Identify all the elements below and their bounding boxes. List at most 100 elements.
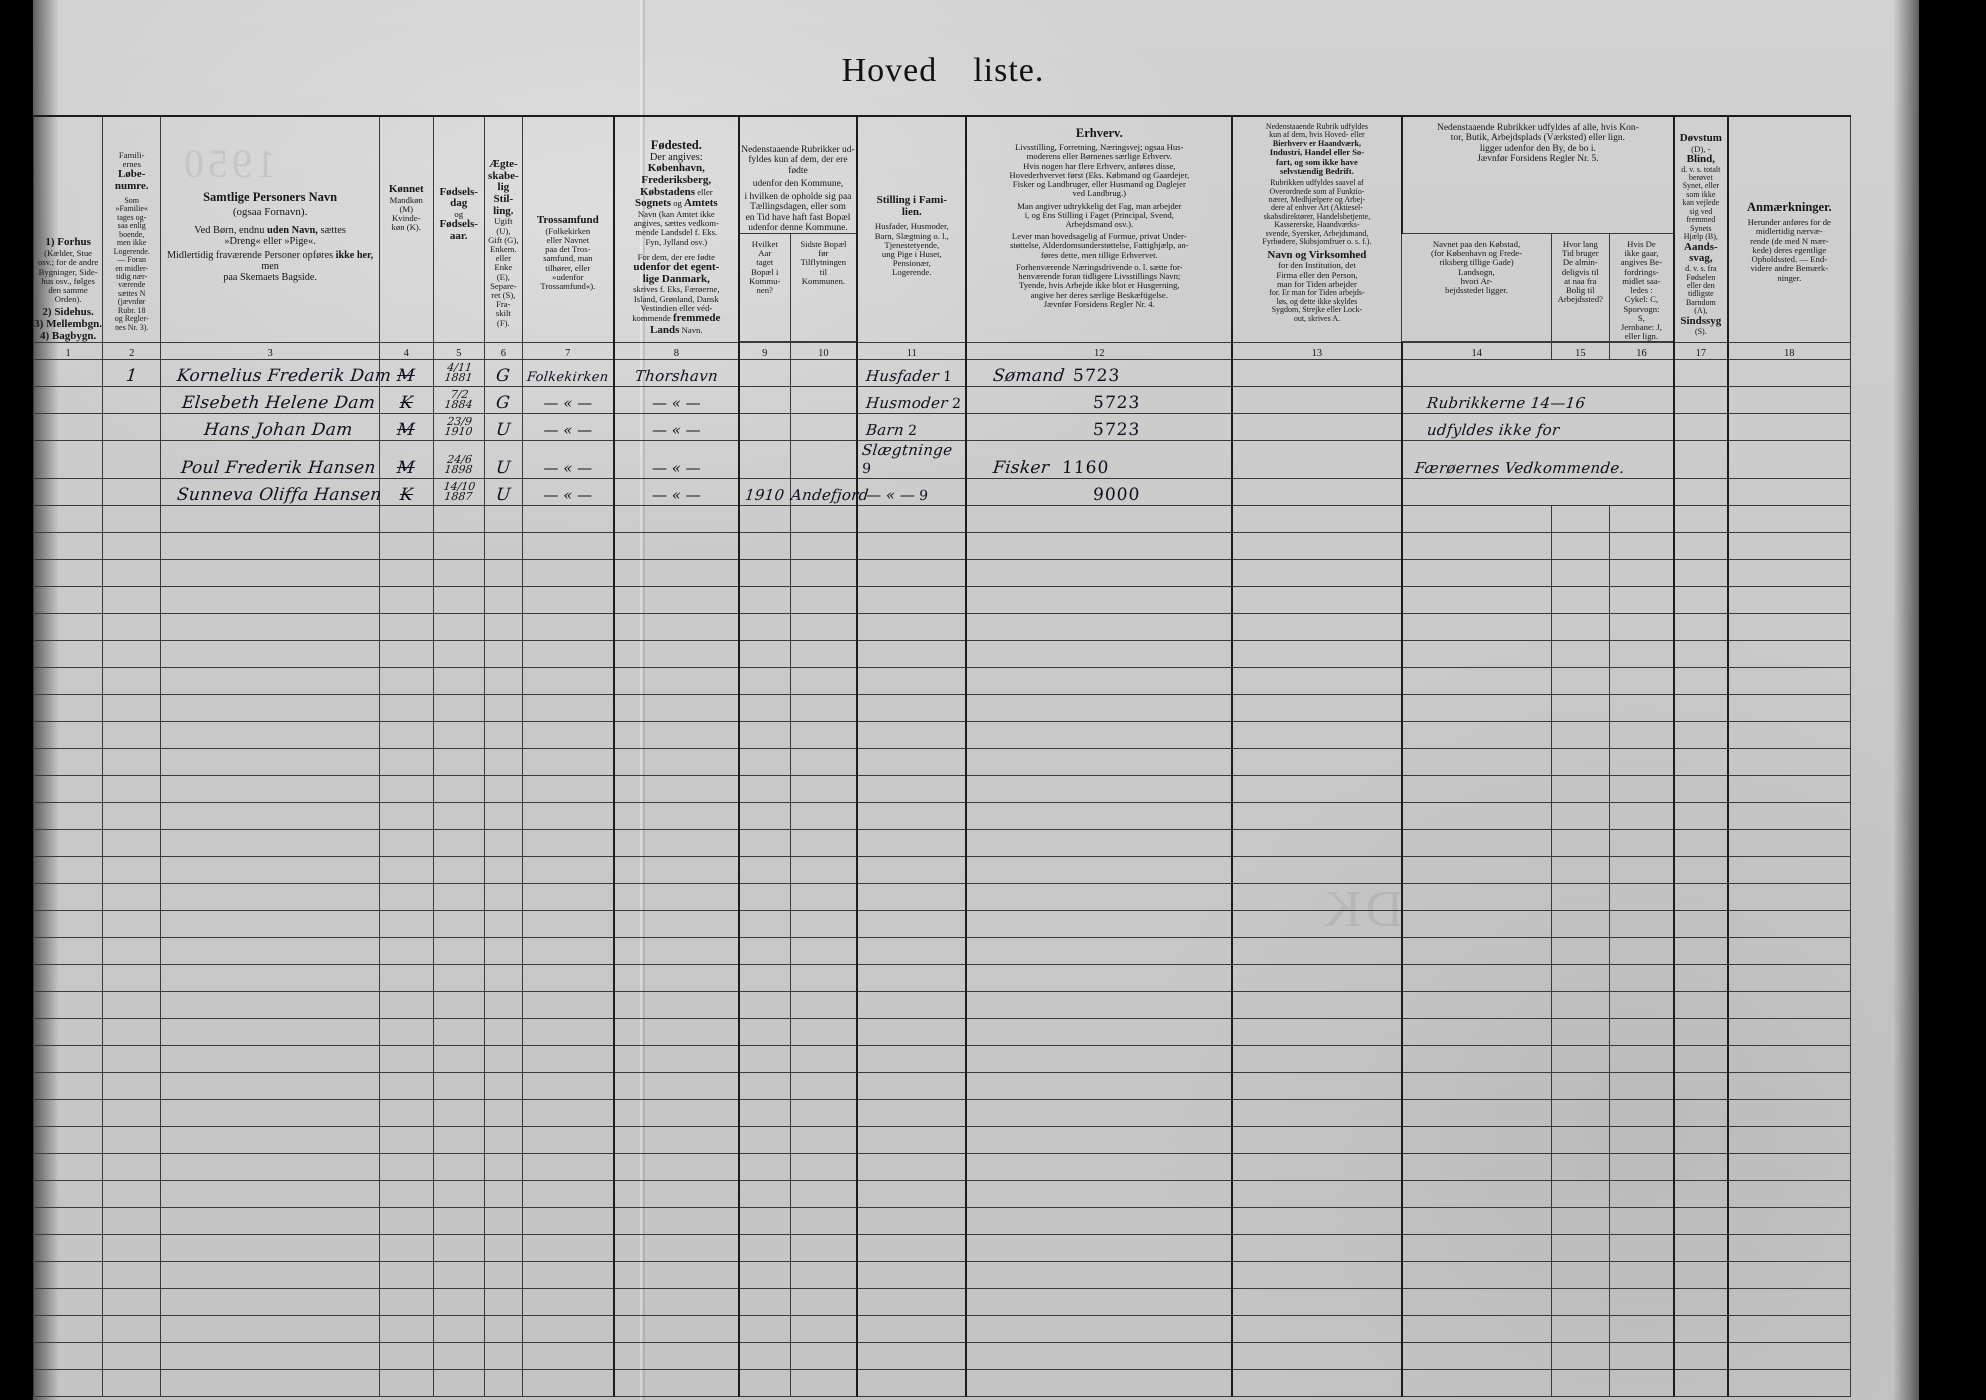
cell-empty[interactable] [856, 1369, 967, 1398]
cell-empty[interactable] [789, 505, 858, 534]
cell-empty[interactable] [1608, 883, 1675, 912]
cell-empty[interactable] [378, 883, 434, 912]
cell-empty[interactable] [1726, 1369, 1851, 1398]
cell-empty[interactable] [738, 1234, 791, 1263]
cell-empty[interactable] [789, 856, 858, 885]
cell-empty[interactable] [102, 1018, 162, 1047]
cell-empty[interactable] [1550, 1234, 1610, 1263]
cell-empty[interactable] [789, 1234, 858, 1263]
table-row-empty[interactable] [32, 964, 1851, 993]
cell-empty[interactable] [856, 1126, 967, 1155]
cell-empty[interactable] [1673, 532, 1729, 561]
cell-empty[interactable] [378, 1180, 434, 1209]
cell-empty[interactable] [1608, 694, 1675, 723]
cell-empty[interactable] [378, 1072, 434, 1101]
cell-empty[interactable] [856, 1153, 967, 1182]
table-row-empty[interactable] [32, 775, 1851, 804]
cell-empty[interactable] [483, 694, 523, 723]
cell-empty[interactable] [432, 748, 485, 777]
cell-empty[interactable] [965, 640, 1233, 669]
cell-empty[interactable] [1726, 775, 1851, 804]
cell-empty[interactable] [856, 802, 967, 831]
cell-empty[interactable] [1726, 1153, 1851, 1182]
cell-empty[interactable] [1550, 559, 1610, 588]
cell-empty[interactable] [1673, 1018, 1729, 1047]
table-row-empty[interactable] [32, 1180, 1851, 1209]
cell-empty[interactable] [483, 1180, 523, 1209]
table-row-empty[interactable] [32, 1045, 1851, 1074]
table-row-empty[interactable] [32, 613, 1851, 642]
cell-empty[interactable] [965, 748, 1233, 777]
cell-empty[interactable] [378, 586, 434, 615]
cell-empty[interactable] [32, 586, 104, 615]
cell-employer[interactable] [1231, 359, 1403, 388]
cell-empty[interactable] [483, 1099, 523, 1128]
cell-empty[interactable] [1673, 1342, 1729, 1371]
cell-last-residence[interactable] [789, 386, 858, 415]
cell-empty[interactable] [1726, 1126, 1851, 1155]
cell-empty[interactable] [612, 937, 740, 966]
cell-empty[interactable] [1400, 505, 1552, 534]
cell-empty[interactable] [1231, 1180, 1403, 1209]
cell-empty[interactable] [1231, 991, 1403, 1020]
cell-empty[interactable] [856, 937, 967, 966]
cell-empty[interactable] [378, 559, 434, 588]
table-row-empty[interactable] [32, 883, 1851, 912]
cell-empty[interactable] [612, 802, 740, 831]
cell-empty[interactable] [1726, 802, 1851, 831]
cell-empty[interactable] [1726, 667, 1851, 696]
cell-empty[interactable] [1550, 1261, 1610, 1290]
cell-empty[interactable] [1400, 1126, 1552, 1155]
cell-empty[interactable] [1400, 1072, 1552, 1101]
cell-empty[interactable] [1673, 1180, 1729, 1209]
cell-empty[interactable] [856, 1234, 967, 1263]
cell-empty[interactable] [102, 1369, 162, 1398]
cell-empty[interactable] [432, 505, 485, 534]
cell-empty[interactable] [32, 937, 104, 966]
cell-empty[interactable] [856, 883, 967, 912]
cell-empty[interactable] [1608, 640, 1675, 669]
cell-empty[interactable] [1550, 586, 1610, 615]
cell-empty[interactable] [483, 748, 523, 777]
cell-empty[interactable] [612, 1018, 740, 1047]
cell-empty[interactable] [1400, 1180, 1552, 1209]
cell-empty[interactable] [1400, 1288, 1552, 1317]
cell-empty[interactable] [432, 586, 485, 615]
cell-occupation[interactable]: Sømand 5723 [965, 359, 1233, 388]
cell-empty[interactable] [102, 1207, 162, 1236]
cell-empty[interactable] [160, 748, 380, 777]
cell-empty[interactable] [432, 559, 485, 588]
table-row[interactable]: Poul Frederik Hansen M 24/6 1898 U — « — … [32, 440, 1851, 480]
cell-empty[interactable] [1400, 1315, 1552, 1344]
cell-empty[interactable] [1550, 721, 1610, 750]
cell-empty[interactable] [1231, 694, 1403, 723]
cell-empty[interactable] [789, 991, 858, 1020]
cell-empty[interactable] [1550, 1315, 1610, 1344]
cell-empty[interactable] [1550, 1369, 1610, 1398]
cell-empty[interactable] [102, 532, 162, 561]
cell-empty[interactable] [432, 1207, 485, 1236]
cell-empty[interactable] [1673, 1288, 1729, 1317]
cell-empty[interactable] [1608, 1342, 1675, 1371]
cell-empty[interactable] [789, 721, 858, 750]
cell-empty[interactable] [1673, 802, 1729, 831]
cell-empty[interactable] [1608, 1207, 1675, 1236]
cell-empty[interactable] [32, 1369, 104, 1398]
cell-empty[interactable] [521, 1342, 615, 1371]
cell-empty[interactable] [432, 883, 485, 912]
cell-empty[interactable] [612, 991, 740, 1020]
cell-empty[interactable] [483, 829, 523, 858]
cell-empty[interactable] [1550, 667, 1610, 696]
cell-empty[interactable] [1400, 586, 1552, 615]
cell-empty[interactable] [1608, 748, 1675, 777]
cell-empty[interactable] [612, 910, 740, 939]
cell-birthdate[interactable]: 14/10 1887 [432, 478, 485, 507]
cell-empty[interactable] [378, 829, 434, 858]
cell-empty[interactable] [612, 964, 740, 993]
cell-empty[interactable] [483, 559, 523, 588]
cell-empty[interactable] [102, 613, 162, 642]
cell-empty[interactable] [856, 505, 967, 534]
cell-empty[interactable] [738, 964, 791, 993]
cell-empty[interactable] [378, 1261, 434, 1290]
cell-empty[interactable] [612, 613, 740, 642]
